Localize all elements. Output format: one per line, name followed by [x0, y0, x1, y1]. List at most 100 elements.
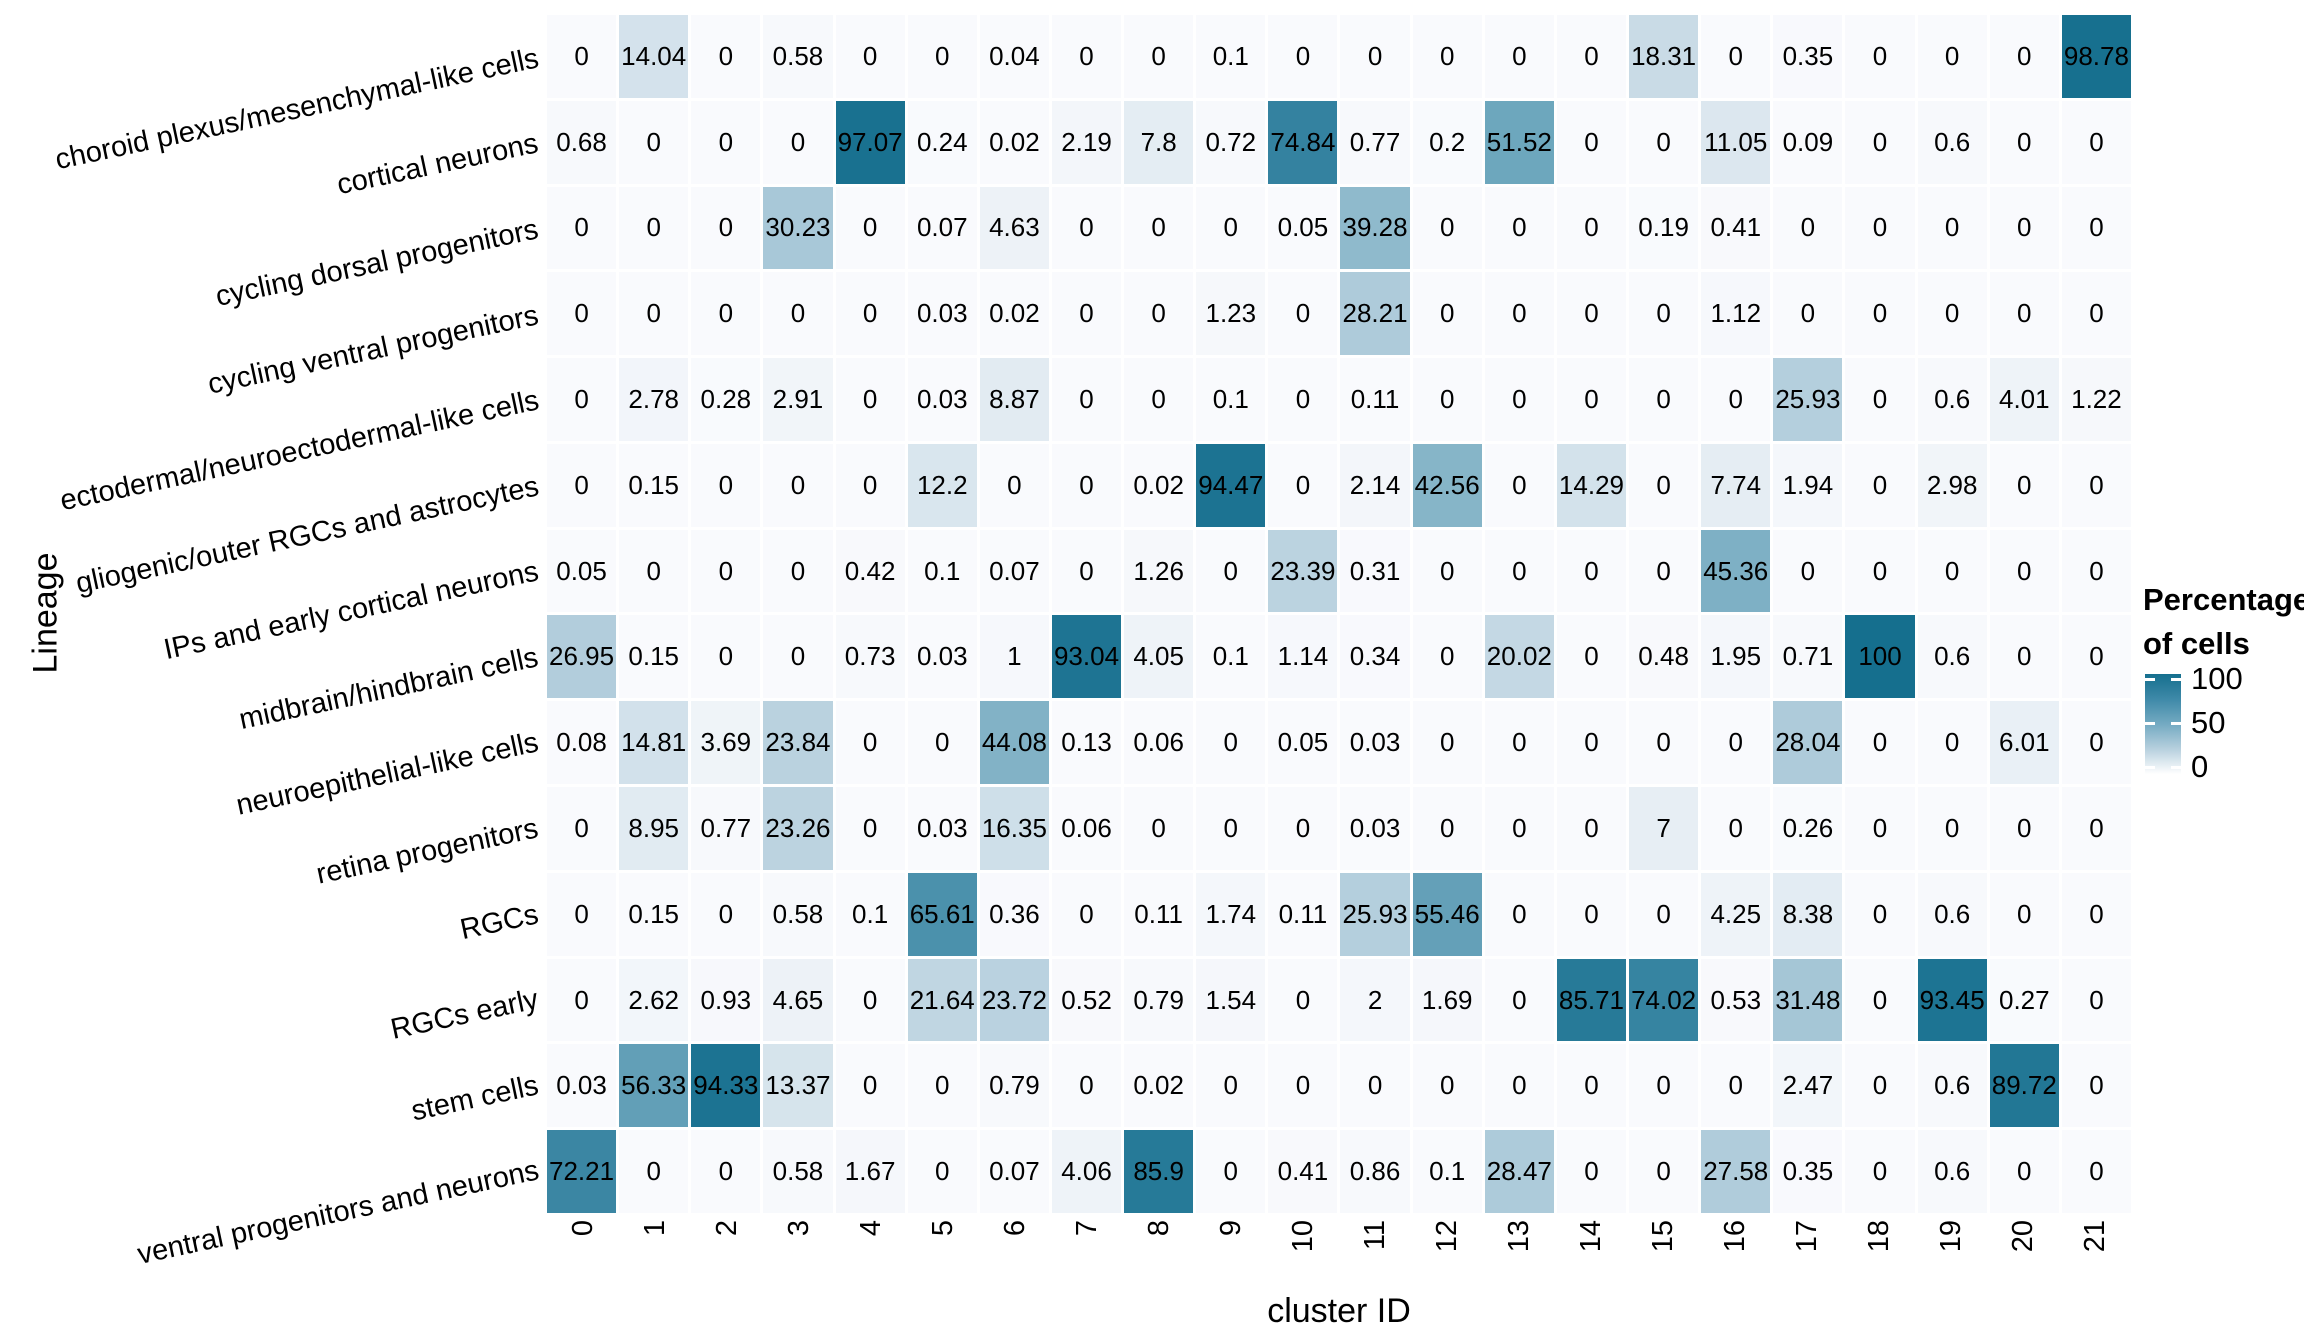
heatmap-cell: 14.04 — [619, 15, 689, 98]
heatmap-cell: 0.2 — [1412, 100, 1482, 184]
heatmap-cell: 0 — [1629, 358, 1699, 441]
heatmap-cell: 0 — [1629, 701, 1699, 785]
heatmap-cell: 45.36 — [1701, 529, 1771, 613]
heatmap-cell: 0 — [547, 15, 617, 98]
heatmap-cell: 0 — [2061, 787, 2131, 870]
row-label: cortical neurons — [334, 127, 542, 202]
col-label: 7 — [1071, 1220, 1103, 1237]
heatmap-cell: 0.72 — [1196, 100, 1266, 184]
heatmap-cell: 0 — [1268, 958, 1338, 1042]
heatmap-cell: 0 — [1845, 872, 1915, 956]
legend-tick-mark — [2171, 722, 2181, 725]
heatmap-cell: 0 — [907, 1044, 977, 1128]
heatmap-cell: 0 — [1412, 615, 1482, 699]
heatmap-cell: 0.52 — [1051, 958, 1122, 1042]
heatmap-cell: 13.37 — [763, 1044, 833, 1128]
heatmap-cell: 0 — [1556, 358, 1627, 441]
heatmap-cell: 0 — [1484, 958, 1554, 1042]
heatmap-cell: 0 — [1629, 872, 1699, 956]
heatmap-cell: 98.78 — [2061, 15, 2131, 98]
heatmap-cell: 0 — [1845, 15, 1915, 98]
heatmap-cell: 0 — [1051, 272, 1122, 356]
heatmap-cell: 0 — [2061, 958, 2131, 1042]
heatmap-cell: 0 — [691, 443, 761, 527]
heatmap-cell: 0 — [1196, 1130, 1266, 1213]
heatmap-cell: 93.04 — [1051, 615, 1122, 699]
heatmap-cell: 1.12 — [1701, 272, 1771, 356]
heatmap-cell: 0 — [1124, 186, 1194, 270]
heatmap-cell: 1.23 — [1196, 272, 1266, 356]
heatmap-cell: 0 — [1556, 1044, 1627, 1128]
heatmap-cell: 0 — [1556, 615, 1627, 699]
row-label: cycling ventral progenitors — [205, 298, 542, 401]
heatmap-cell: 55.46 — [1412, 872, 1482, 956]
heatmap-cell: 0.58 — [763, 1130, 833, 1213]
row-label: RGCs early — [388, 983, 542, 1046]
heatmap-cell: 23.39 — [1268, 529, 1338, 613]
heatmap-cell: 0 — [1412, 1044, 1482, 1128]
heatmap-cell: 0 — [1124, 787, 1194, 870]
heatmap-cell: 0.11 — [1268, 872, 1338, 956]
heatmap-cell: 0 — [1268, 1044, 1338, 1128]
heatmap-cell: 25.93 — [1340, 872, 1410, 956]
row-label: RGCs — [457, 897, 542, 946]
heatmap-cell: 0 — [1196, 1044, 1266, 1128]
heatmap-cell: 0 — [1845, 529, 1915, 613]
heatmap-cell: 74.84 — [1268, 100, 1338, 184]
heatmap-cell: 0 — [979, 443, 1049, 527]
col-label: 5 — [927, 1220, 959, 1237]
heatmap-cell: 93.45 — [1917, 958, 1987, 1042]
heatmap-cell: 0 — [835, 15, 905, 98]
heatmap-cell: 28.21 — [1340, 272, 1410, 356]
heatmap-cell: 0 — [1124, 358, 1194, 441]
heatmap-cell: 0.77 — [1340, 100, 1410, 184]
heatmap-cell: 23.84 — [763, 701, 833, 785]
heatmap-cell: 0 — [763, 529, 833, 613]
heatmap-cell: 0 — [907, 1130, 977, 1213]
heatmap-cell: 0.58 — [763, 872, 833, 956]
heatmap-cell: 0 — [1845, 186, 1915, 270]
heatmap-cell: 0.71 — [1773, 615, 1843, 699]
heatmap-cell: 1 — [979, 615, 1049, 699]
heatmap-cell: 0.06 — [1124, 701, 1194, 785]
heatmap-cell: 1.26 — [1124, 529, 1194, 613]
heatmap-cell: 0 — [1556, 529, 1627, 613]
heatmap-cell: 0 — [1556, 787, 1627, 870]
heatmap-cell: 0 — [691, 272, 761, 356]
legend-title-line1: Percentage — [2143, 582, 2304, 617]
heatmap-cell: 0 — [1051, 15, 1122, 98]
heatmap-cell: 14.81 — [619, 701, 689, 785]
heatmap-cell: 0 — [2061, 272, 2131, 356]
heatmap-cell: 0.68 — [547, 100, 617, 184]
heatmap-cell: 0 — [835, 358, 905, 441]
heatmap-cell: 0 — [691, 529, 761, 613]
heatmap-cell: 0 — [547, 787, 617, 870]
heatmap-cell: 0 — [1484, 529, 1554, 613]
heatmap-cell: 0 — [2061, 1044, 2131, 1128]
heatmap-cell: 0 — [1989, 1130, 2059, 1213]
heatmap-cell: 0 — [2061, 529, 2131, 613]
heatmap-cell: 0.35 — [1773, 15, 1843, 98]
heatmap-cell: 0 — [547, 186, 617, 270]
heatmap-cell: 0 — [1917, 701, 1987, 785]
heatmap-grid: 0 14.04 0 0.58 0 0 0.04 0 0 0.1 0 0 0 0 0 18.31 0 0.35 0 0 0… — [547, 15, 2131, 1213]
heatmap-cell: 0 — [691, 1130, 761, 1213]
heatmap-cell: 0 — [1268, 787, 1338, 870]
heatmap-cell: 2.78 — [619, 358, 689, 441]
heatmap-cell: 0.03 — [1340, 787, 1410, 870]
legend-tick-mark — [2145, 678, 2155, 681]
row-label: midbrain/hindbrain cells — [236, 641, 542, 736]
heatmap-cell: 0.07 — [979, 1130, 1049, 1213]
heatmap-cell: 1.69 — [1412, 958, 1482, 1042]
heatmap-cell: 0.11 — [1340, 358, 1410, 441]
heatmap-cell: 0 — [763, 272, 833, 356]
heatmap-cell: 0 — [1051, 872, 1122, 956]
heatmap-cell: 0 — [619, 529, 689, 613]
col-label: 9 — [1215, 1220, 1247, 1237]
heatmap-cell: 16.35 — [979, 787, 1049, 870]
heatmap-cell: 2.62 — [619, 958, 689, 1042]
heatmap-cell: 0 — [1196, 701, 1266, 785]
col-label: 19 — [1935, 1220, 1967, 1253]
heatmap-cell: 0 — [1773, 186, 1843, 270]
heatmap-cell: 0 — [763, 100, 833, 184]
